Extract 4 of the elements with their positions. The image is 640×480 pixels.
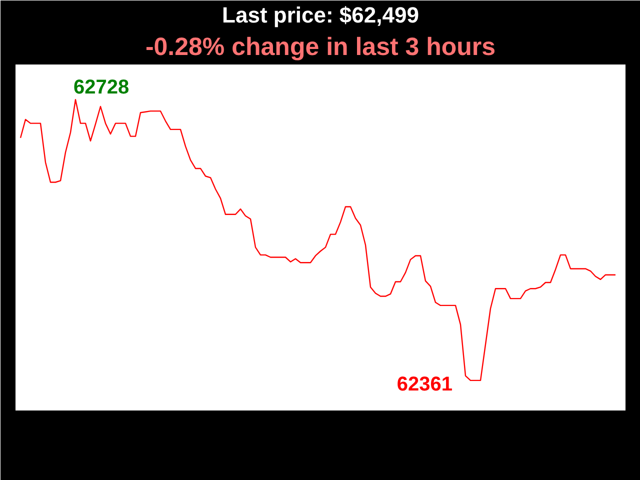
chart-subtitle: -0.28% change in last 3 hours	[145, 33, 496, 61]
data-label: 62361	[396, 373, 453, 396]
chart-title: Last price: $62,499	[222, 2, 419, 28]
data-label: 62728	[74, 76, 130, 99]
